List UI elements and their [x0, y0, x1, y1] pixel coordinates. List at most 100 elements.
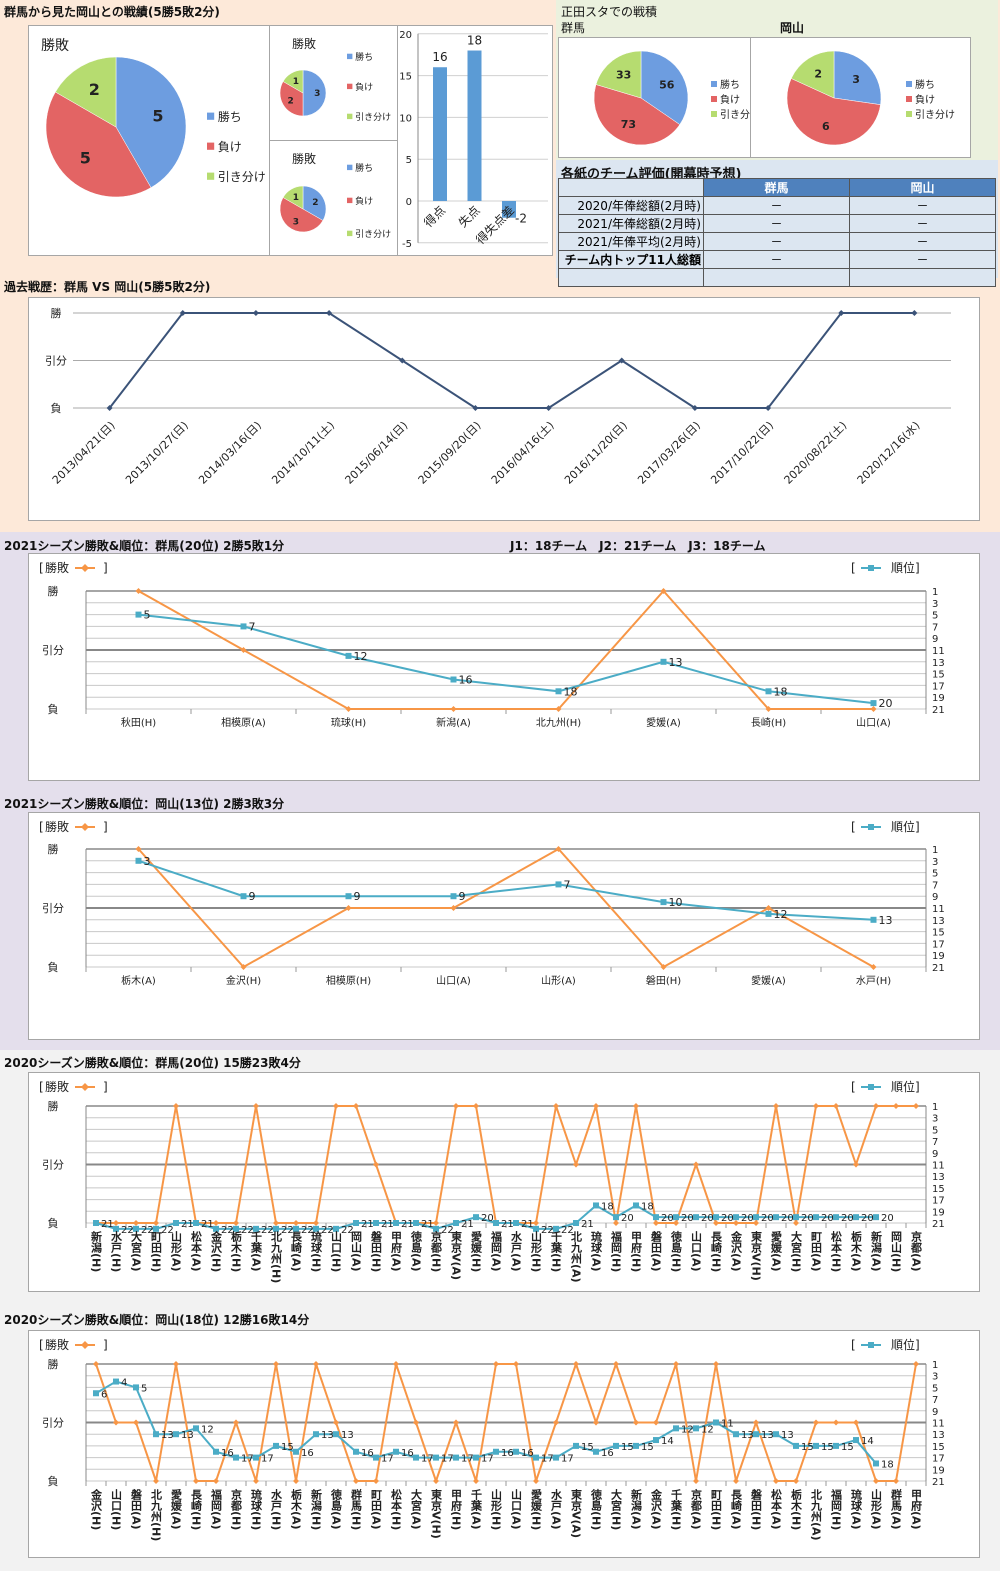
y-tick-label: 負 — [48, 703, 59, 716]
legend-swatch — [711, 96, 717, 102]
result-point — [313, 1361, 319, 1367]
rank-point — [660, 658, 667, 665]
result-point — [913, 1361, 919, 1367]
legend-label-rank: 順位] — [891, 819, 920, 834]
rank-point — [765, 688, 772, 695]
pie-slice — [55, 56, 117, 128]
cell: － — [849, 196, 996, 215]
pie-slice — [115, 56, 187, 188]
legend-label-rank: 順位] — [891, 1337, 920, 1352]
rank-data-label: 3 — [144, 855, 151, 868]
rank-point — [313, 1431, 319, 1438]
legend-label: 負け — [915, 94, 935, 106]
rank-tick-label: 15 — [932, 670, 945, 681]
x-tick-label: 栃木(A) — [290, 1488, 304, 1530]
rank-point — [613, 1442, 619, 1449]
rank-data-label: 5 — [141, 1383, 147, 1394]
rank-data-label: 14 — [661, 1436, 674, 1447]
result-point — [213, 1220, 219, 1226]
rank-data-label: 22 — [221, 1225, 234, 1236]
rank-tick-label: 5 — [932, 611, 938, 622]
x-tick-label: 長崎(H) — [190, 1489, 203, 1531]
table-row: 2021/年俸平均(2月時) －－ — [558, 232, 996, 251]
rank-tick-label: 21 — [932, 1219, 945, 1230]
rank-point — [613, 1214, 619, 1221]
legend-bracket: [ — [851, 1338, 856, 1352]
bar — [433, 67, 447, 201]
rank-data-label: 20 — [879, 697, 893, 710]
x-tick-label: 金沢(H) — [210, 1230, 224, 1273]
result-point — [853, 1419, 859, 1426]
rank-data-label: 18 — [564, 685, 578, 698]
rank-data-label: 12 — [701, 1424, 714, 1435]
x-tick-label: 松本(H) — [390, 1488, 403, 1531]
rank-point — [573, 1220, 579, 1226]
pie-slice — [282, 185, 304, 210]
rank-data-label: 22 — [301, 1225, 314, 1236]
result-point — [893, 1478, 899, 1484]
result-point — [653, 1220, 659, 1226]
pie-slice — [279, 81, 304, 117]
legend-swatch — [347, 53, 353, 60]
rank-point — [870, 916, 877, 923]
result-point — [673, 1220, 679, 1226]
rank-data-label: 20 — [821, 1213, 834, 1224]
rank-data-label: 13 — [879, 914, 893, 927]
rank-tick-label: 9 — [932, 1407, 938, 1418]
result-point — [473, 1103, 479, 1109]
row-label — [558, 268, 704, 287]
x-tick-label: 愛媛(A) — [646, 716, 681, 729]
pie-title: 勝敗 — [41, 38, 69, 54]
rank-data-label: 17 — [481, 1454, 494, 1465]
x-tick-label: 金沢(A) — [730, 1230, 744, 1272]
x-tick-label: 水戸(A) — [510, 1230, 523, 1272]
rank-tick-label: 11 — [932, 1419, 945, 1430]
x-tick-label: 徳島(H) — [590, 1488, 604, 1531]
result-point — [293, 1478, 299, 1484]
rank-point — [793, 1214, 799, 1221]
result-point — [853, 1161, 859, 1168]
rank-data-label: 5 — [144, 609, 151, 622]
rank-data-label: 13 — [321, 1430, 334, 1441]
rank-point — [793, 1442, 799, 1449]
result-point — [733, 1478, 739, 1484]
rank-point — [593, 1448, 599, 1455]
rank-data-label: 20 — [841, 1213, 854, 1224]
pie-slice — [790, 50, 835, 99]
season2020-gunma-chart: 1 3 5 7 9 11 13 15 17 19 21 勝引分負[勝敗][順位] 21 22 22 22 21 2… — [28, 1072, 980, 1292]
cell: － — [703, 196, 850, 215]
rank-data-label: 21 — [181, 1219, 194, 1230]
x-tick-label: 大宮(A) — [130, 1230, 143, 1272]
rank-point — [193, 1220, 199, 1226]
season2020-okayama-chart: 1 3 5 7 9 11 13 15 17 19 21 勝引分負[勝敗][順位] 6 4 5 13 13 12 16… — [28, 1330, 980, 1558]
x-tick-label: 福岡(H) — [830, 1488, 844, 1531]
x-tick-label: 東京V(H) — [430, 1488, 443, 1539]
x-tick-label: 2020/08/22(土) — [782, 419, 850, 487]
rank-point — [173, 1220, 179, 1226]
rank-point — [633, 1202, 639, 1209]
shoda-title: 正田スタでの戦積 — [561, 5, 658, 19]
x-tick-label: 甲府(A) — [910, 1489, 923, 1530]
legend-bracket: [ — [851, 820, 856, 834]
x-tick-label: 松本(A) — [770, 1488, 783, 1530]
result-point — [253, 1478, 259, 1484]
result-point — [653, 1419, 659, 1426]
legend-rank-marker — [868, 1342, 874, 1348]
x-tick-label: 山形(A) — [170, 1230, 183, 1272]
rank-tick-label: 11 — [932, 904, 945, 915]
legend-label: 負け — [720, 94, 740, 106]
result-point — [533, 1478, 539, 1484]
rank-tick-label: 7 — [932, 1137, 938, 1148]
rank-point — [273, 1225, 279, 1232]
result-point — [453, 1103, 459, 1109]
bar-value-label: -2 — [515, 212, 527, 226]
result-point — [913, 1103, 919, 1109]
rank-point — [513, 1220, 519, 1226]
bar — [502, 201, 516, 218]
rank-point — [673, 1425, 679, 1432]
result-point — [555, 846, 562, 852]
rank-point — [345, 893, 352, 900]
